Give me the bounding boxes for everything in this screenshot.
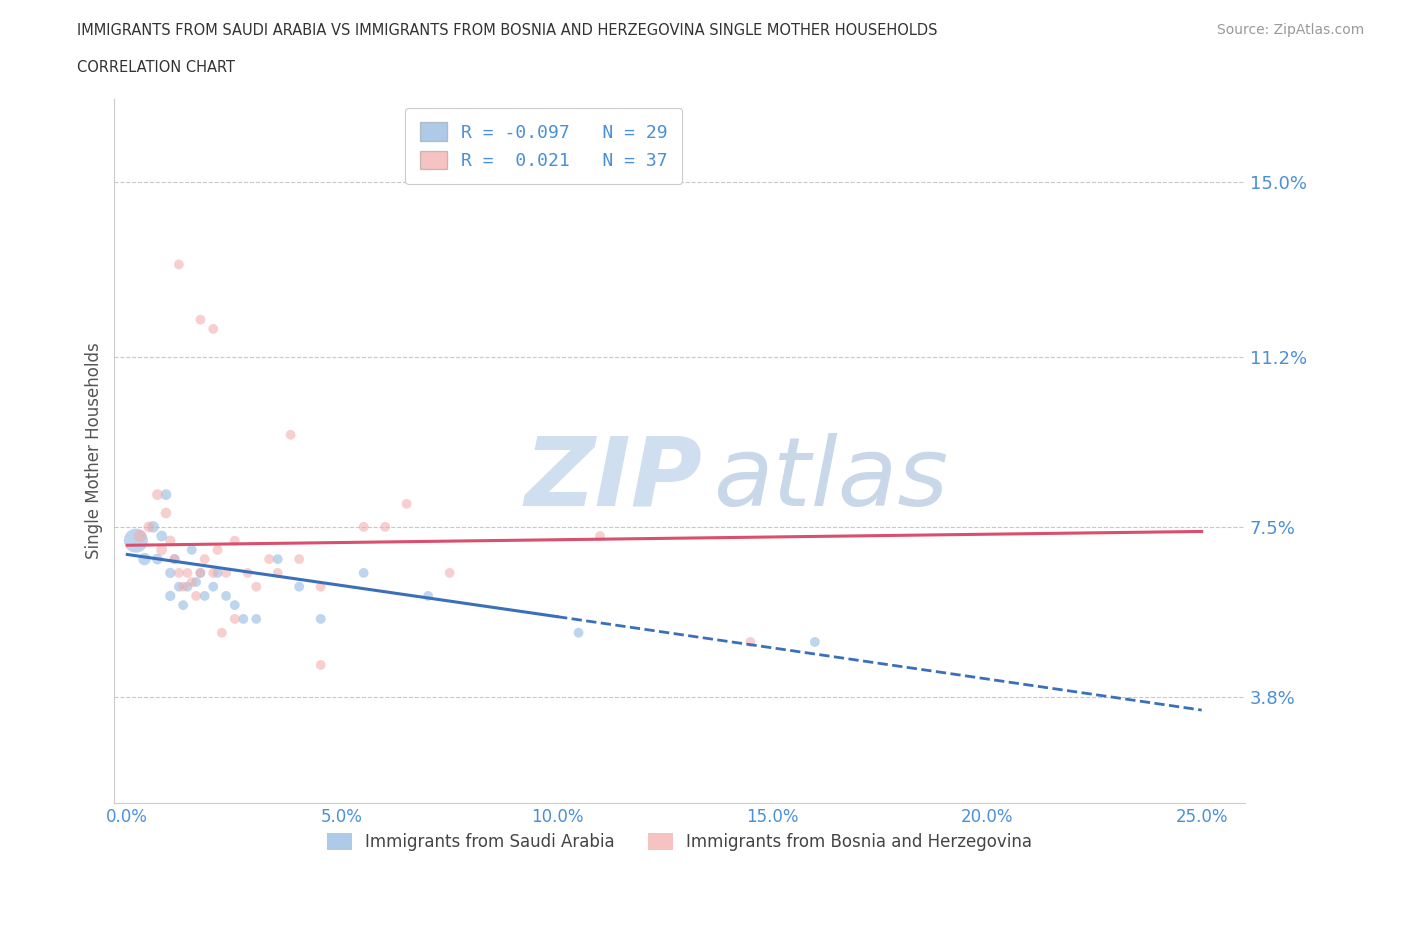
Point — [150, 542, 173, 557]
Point — [202, 579, 225, 594]
Point — [309, 612, 332, 627]
Point — [176, 565, 198, 580]
Point — [190, 565, 212, 580]
Point — [267, 565, 290, 580]
Point — [567, 625, 589, 640]
Point — [172, 598, 194, 613]
Legend: Immigrants from Saudi Arabia, Immigrants from Bosnia and Herzegovina: Immigrants from Saudi Arabia, Immigrants… — [321, 827, 1039, 858]
Point — [180, 575, 202, 590]
Point — [224, 612, 246, 627]
Point — [146, 551, 169, 566]
Point — [280, 428, 302, 443]
Point — [740, 634, 762, 649]
Point — [224, 533, 246, 548]
Point — [125, 533, 148, 548]
Point — [159, 565, 181, 580]
Point — [190, 312, 212, 327]
Point — [190, 565, 212, 580]
Point — [267, 551, 290, 566]
Point — [207, 542, 229, 557]
Point — [374, 520, 396, 535]
Point — [245, 612, 267, 627]
Point — [215, 589, 238, 604]
Point — [589, 528, 612, 543]
Point — [184, 589, 207, 604]
Point — [395, 497, 418, 512]
Point — [257, 551, 280, 566]
Point — [224, 598, 246, 613]
Text: CORRELATION CHART: CORRELATION CHART — [77, 60, 235, 75]
Point — [202, 565, 225, 580]
Text: IMMIGRANTS FROM SAUDI ARABIA VS IMMIGRANTS FROM BOSNIA AND HERZEGOVINA SINGLE MO: IMMIGRANTS FROM SAUDI ARABIA VS IMMIGRAN… — [77, 23, 938, 38]
Point — [245, 579, 267, 594]
Point — [155, 506, 177, 521]
Point — [309, 658, 332, 672]
Point — [288, 551, 311, 566]
Point — [142, 520, 165, 535]
Point — [194, 551, 217, 566]
Point — [194, 589, 217, 604]
Point — [146, 487, 169, 502]
Point — [211, 625, 233, 640]
Point — [207, 565, 229, 580]
Point — [236, 565, 259, 580]
Text: atlas: atlas — [713, 432, 949, 525]
Point — [155, 487, 177, 502]
Point — [150, 528, 173, 543]
Point — [184, 575, 207, 590]
Point — [167, 257, 190, 272]
Point — [159, 589, 181, 604]
Point — [176, 579, 198, 594]
Point — [288, 579, 311, 594]
Point — [439, 565, 461, 580]
Point — [167, 579, 190, 594]
Point — [804, 634, 827, 649]
Point — [167, 565, 190, 580]
Point — [180, 542, 202, 557]
Point — [163, 551, 186, 566]
Y-axis label: Single Mother Households: Single Mother Households — [86, 342, 103, 559]
Point — [134, 551, 156, 566]
Text: ZIP: ZIP — [524, 432, 702, 525]
Point — [172, 579, 194, 594]
Point — [202, 322, 225, 337]
Point — [353, 520, 375, 535]
Point — [215, 565, 238, 580]
Point — [232, 612, 254, 627]
Point — [159, 533, 181, 548]
Point — [163, 551, 186, 566]
Point — [309, 579, 332, 594]
Point — [418, 589, 440, 604]
Point — [138, 520, 160, 535]
Point — [129, 528, 152, 543]
Text: Source: ZipAtlas.com: Source: ZipAtlas.com — [1216, 23, 1364, 37]
Point — [353, 565, 375, 580]
